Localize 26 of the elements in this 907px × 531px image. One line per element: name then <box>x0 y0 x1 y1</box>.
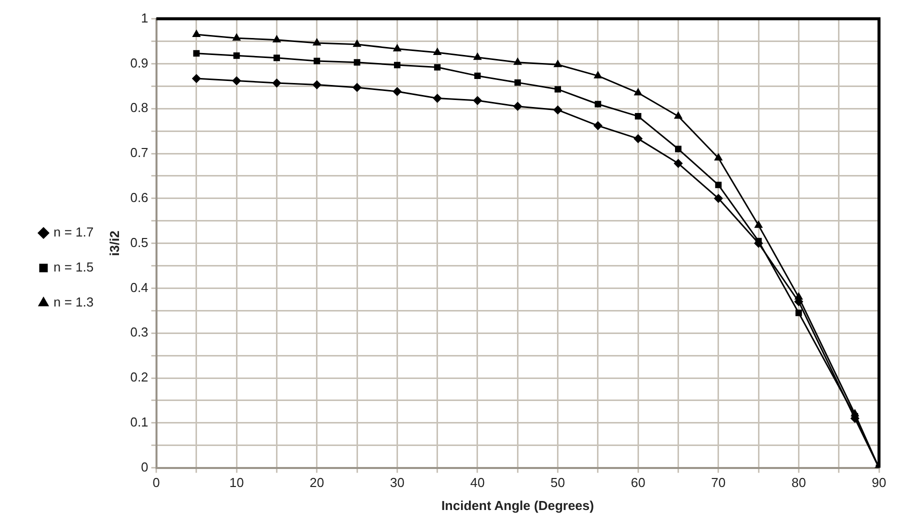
legend-label: n = 1.7 <box>54 224 94 240</box>
y-tick-label: 0.3 <box>130 324 148 340</box>
x-tick-label: 90 <box>872 475 886 490</box>
y-tick-label: 0.8 <box>130 100 148 116</box>
x-tick-label: 50 <box>550 475 566 490</box>
y-tick-label: 0.7 <box>130 145 148 160</box>
x-tick-label: 80 <box>791 475 806 490</box>
y-tick-label: 1 <box>141 10 148 26</box>
y-tick-label: 0.5 <box>130 234 148 250</box>
y-tick-label: 0.9 <box>130 55 148 70</box>
y-tick-label: 0.2 <box>130 370 148 385</box>
x-tick-label: 60 <box>630 475 646 490</box>
y-tick-label: 0.6 <box>130 190 148 205</box>
y-tick-label: 0 <box>141 459 148 474</box>
x-tick-label: 20 <box>310 475 324 490</box>
legend-label: n = 1.3 <box>54 294 94 310</box>
y-tick-label: 0.4 <box>130 280 148 295</box>
y-axis-title: i3/i2 <box>106 230 122 256</box>
x-tick-label: 70 <box>711 475 726 490</box>
x-tick-label: 10 <box>229 475 244 490</box>
x-axis-title: Incident Angle (Degrees) <box>441 498 594 513</box>
x-tick-label: 40 <box>470 475 485 490</box>
legend-label: n = 1.5 <box>54 260 94 275</box>
x-tick-label: 30 <box>390 475 404 490</box>
y-tick-label: 0.1 <box>130 414 148 430</box>
x-tick-label: 0 <box>152 475 160 490</box>
